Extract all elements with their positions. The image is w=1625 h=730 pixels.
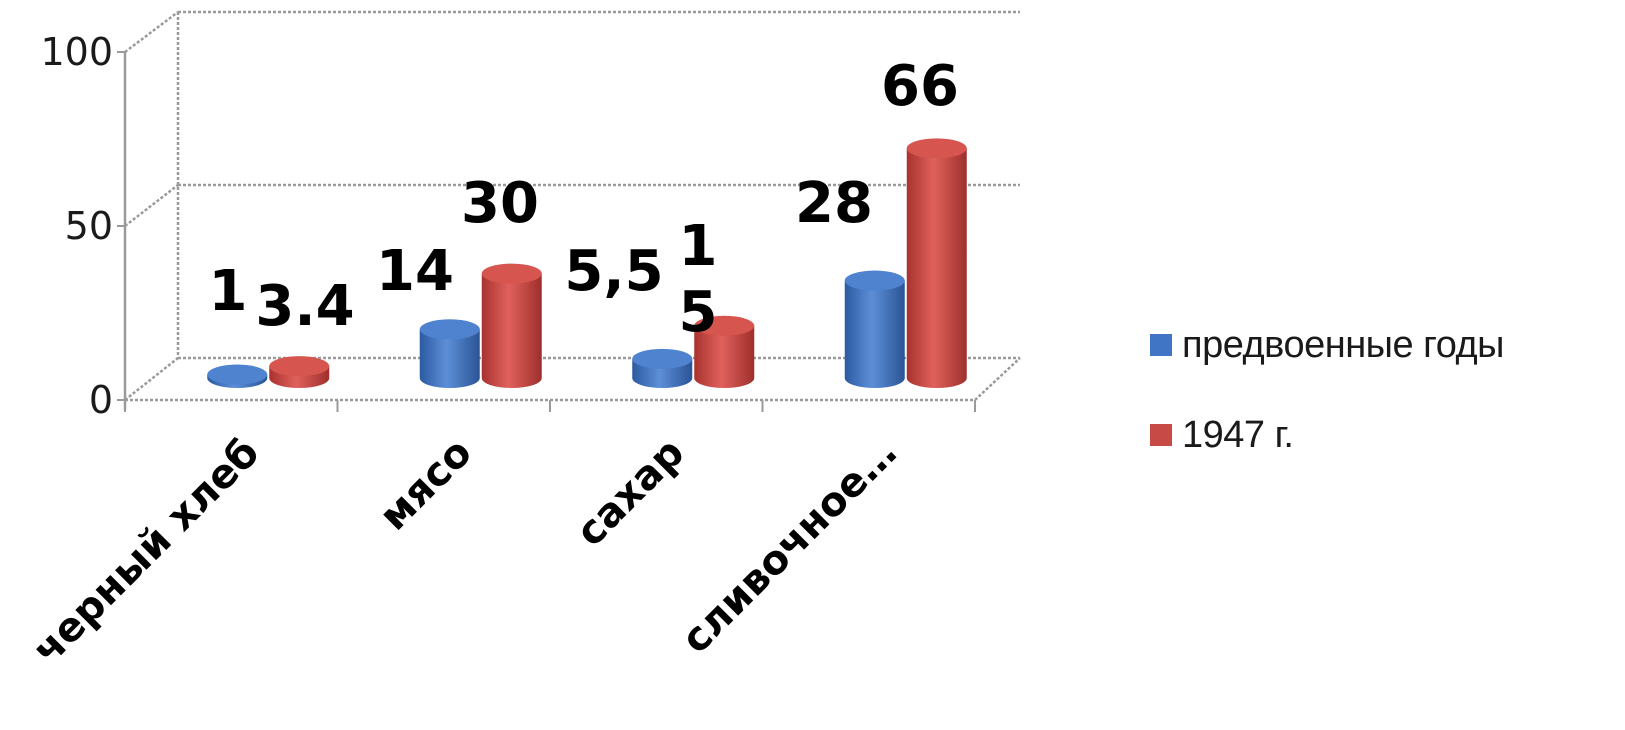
y-tick-label: 100 <box>40 30 113 74</box>
bar-1947 <box>269 356 330 388</box>
bar-prewar <box>844 270 905 388</box>
data-label-1947: 30 <box>461 171 539 236</box>
data-label-prewar: 14 <box>376 239 454 304</box>
legend-swatch-prewar <box>1150 334 1172 356</box>
y-tick-label: 0 <box>89 378 113 422</box>
gridline-side <box>124 11 179 53</box>
gridline-side <box>124 184 179 227</box>
bar-cap <box>632 348 693 369</box>
bar-cap <box>694 315 755 336</box>
bar-1947 <box>481 263 542 388</box>
data-label-prewar: 28 <box>795 171 873 236</box>
gridline-side <box>124 357 179 401</box>
data-label-line: 1 <box>679 214 718 279</box>
bar-1947 <box>694 315 755 388</box>
x-category-label: черный хлеб <box>24 430 268 674</box>
bar-body <box>419 329 480 388</box>
legend-item-prewar: предвоенные годы <box>1150 300 1505 390</box>
data-label-line: 5 <box>679 280 718 345</box>
data-label-1947: 66 <box>881 54 959 119</box>
data-label-prewar: 5,5 <box>564 239 663 304</box>
bar-prewar <box>207 364 268 388</box>
bar-prewar <box>632 348 693 388</box>
bar-body <box>694 325 755 388</box>
y-tick-label: 50 <box>65 204 113 248</box>
bar-body <box>906 148 967 388</box>
bar-cap <box>207 364 268 385</box>
floor-right-edge <box>974 357 1021 401</box>
x-category-label: сливочное… <box>673 430 906 663</box>
data-label-1947: 3.4 <box>255 274 354 339</box>
bars-layer <box>207 138 967 388</box>
bar-1947 <box>906 138 967 388</box>
legend-item-1947: 1947 г. <box>1150 390 1504 480</box>
legend-label-prewar: предвоенные годы <box>1182 323 1505 366</box>
bar-body <box>481 273 542 388</box>
legend: предвоенные годы 1947 г. <box>1150 300 1505 480</box>
bar-cap <box>269 356 330 377</box>
x-category-label: сахар <box>567 430 693 556</box>
bar-cap <box>419 319 480 340</box>
bar-cap <box>906 138 967 159</box>
x-category-label: мясо <box>371 430 481 540</box>
legend-label-1947: 1947 г. <box>1182 413 1294 456</box>
data-label-prewar: 1 <box>209 259 248 324</box>
bar-prewar <box>419 319 480 388</box>
bar-body <box>844 280 905 388</box>
bar-cap <box>844 270 905 291</box>
legend-swatch-1947 <box>1150 424 1172 446</box>
bar-cap <box>481 263 542 284</box>
